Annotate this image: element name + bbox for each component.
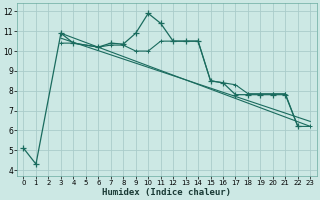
X-axis label: Humidex (Indice chaleur): Humidex (Indice chaleur)	[102, 188, 231, 197]
